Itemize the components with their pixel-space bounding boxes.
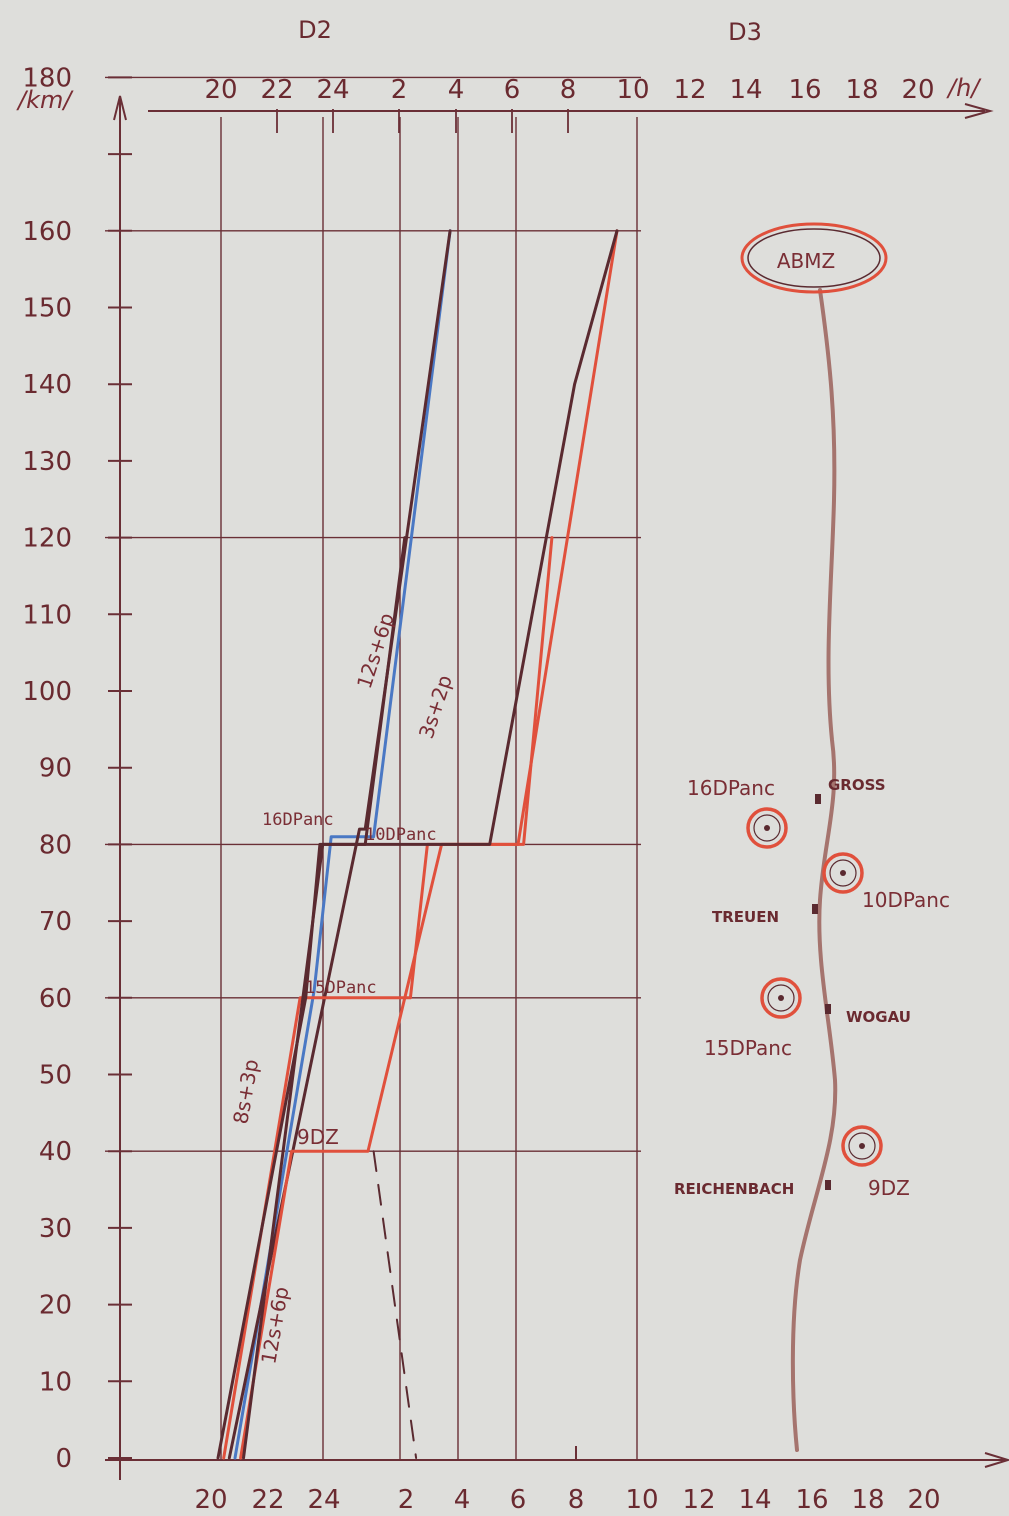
top-x-tick-label: 4 — [448, 75, 465, 105]
series-line-3 — [222, 536, 554, 1460]
bottom-x-tick-label: 14 — [738, 1485, 771, 1515]
top-x-tick-label: 20 — [901, 75, 934, 105]
unit-marker-dot — [859, 1143, 865, 1149]
bottom-x-tick-label: 20 — [907, 1485, 940, 1515]
series-line-5 — [239, 229, 619, 1460]
unit-label: 15DPanc — [704, 1036, 792, 1060]
map-panel: ABMZ 16DPanc 10DPanc 15DPanc 9DZ GROSS TREUEN W… — [674, 222, 950, 1452]
unit-marker-dot — [764, 825, 770, 831]
unit-label: 10DPanc — [862, 888, 950, 912]
annotation-10dpanc: 10DPanc — [365, 825, 437, 845]
series-line-2 — [227, 229, 452, 1460]
unit-label: 9DZ — [868, 1176, 910, 1200]
place-marker — [815, 794, 821, 804]
place-marker — [825, 1004, 831, 1014]
y-tick-label: 60 — [39, 984, 72, 1014]
y-axis-arrow — [113, 95, 127, 121]
unit-marker — [760, 977, 802, 1019]
unit-marker-dot — [778, 995, 784, 1001]
top-x-tick-label: 18 — [845, 75, 878, 105]
bottom-x-tick-label: 20 — [194, 1485, 227, 1515]
series-lines — [216, 229, 619, 1460]
bottom-x-tick-label: 10 — [625, 1485, 658, 1515]
y-tick-label: 140 — [22, 370, 72, 400]
y-tick-label: 150 — [22, 294, 72, 324]
top-x-tick-label: 24 — [316, 75, 349, 105]
annotations: 16DPanc10DPanc15DPanc9DZ12s+6p3s+2p8s+3p… — [228, 610, 457, 1366]
bottom-x-tick-label: 4 — [454, 1485, 471, 1515]
objective-label: ABMZ — [777, 249, 835, 273]
objective-ellipse-inner — [747, 228, 881, 288]
top-x-tick-label: 16 — [788, 75, 821, 105]
y-tick-label: 10 — [39, 1367, 72, 1397]
y-tick-label: 180 — [22, 63, 72, 93]
top-x-tick-label: 10 — [616, 75, 649, 105]
place-label: WOGAU — [846, 1008, 911, 1026]
y-tick-label: 70 — [39, 907, 72, 937]
top-x-tick-label: 6 — [504, 75, 521, 105]
objective-ellipse — [740, 222, 888, 294]
y-tick-label: 130 — [22, 447, 72, 477]
y-axis-label: /km/ — [16, 86, 74, 114]
bottom-x-tick-label: 2 — [398, 1485, 415, 1515]
y-tick-label: 120 — [22, 524, 72, 554]
y-tick-label: 100 — [22, 677, 72, 707]
grid-lines — [105, 76, 641, 1460]
axes: 0 10 20 30 40 50 60 70 80 90 100 110 120 130 140 150 160… — [16, 16, 1009, 1515]
unit-marker-dot — [840, 870, 846, 876]
series-line-7 — [372, 1150, 418, 1459]
top-x-tick-label: 14 — [729, 75, 762, 105]
y-tick-label: 30 — [39, 1214, 72, 1244]
top-x-axis-arrow — [964, 103, 994, 119]
x-axis-label: /h/ — [946, 74, 982, 102]
annotation-3s2p: 3s+2p — [414, 672, 457, 742]
bottom-x-tick-label: 16 — [795, 1485, 828, 1515]
annotation-9dz: 9DZ — [297, 1125, 339, 1149]
place-label: TREUEN — [712, 908, 779, 926]
bottom-x-tick-label: 24 — [307, 1485, 340, 1515]
bottom-x-tick-label: 8 — [568, 1485, 585, 1515]
y-tick-label: 110 — [22, 600, 72, 630]
bottom-x-tick-label: 18 — [851, 1485, 884, 1515]
bottom-x-tick-label: 6 — [510, 1485, 527, 1515]
series-line-1 — [233, 229, 452, 1460]
bottom-x-tick-label: 22 — [251, 1485, 284, 1515]
y-tick-label: 50 — [39, 1061, 72, 1091]
series-line-6 — [242, 229, 619, 1460]
unit-marker — [841, 1125, 883, 1167]
annotation-15dpanc: 15DPanc — [305, 978, 377, 998]
annotation-16dpanc: 16DPanc — [262, 810, 334, 830]
y-tick-label: 20 — [39, 1291, 72, 1321]
place-label: REICHENBACH — [674, 1180, 794, 1198]
unit-marker-inner — [829, 859, 857, 887]
unit-marker-inner — [753, 814, 781, 842]
y-tick-label: 0 — [55, 1444, 72, 1474]
y-tick-label: 80 — [39, 830, 72, 860]
place-label: GROSS — [828, 776, 886, 794]
unit-marker-inner — [848, 1132, 876, 1160]
bottom-x-axis-arrow — [984, 1452, 1009, 1468]
top-x-tick-label: 22 — [260, 75, 293, 105]
top-x-tick-label: 12 — [673, 75, 706, 105]
route-line — [790, 288, 838, 1452]
unit-label: 16DPanc — [687, 776, 775, 800]
unit-marker-inner — [767, 984, 795, 1012]
bottom-x-tick-label: 12 — [682, 1485, 715, 1515]
place-marker — [825, 1180, 831, 1190]
place-marker — [812, 904, 818, 914]
annotation-8s3p: 8s+3p — [228, 1057, 263, 1126]
top-x-tick-label: 8 — [560, 75, 577, 105]
day-label-d2: D2 — [298, 16, 332, 44]
day-label-d3: D3 — [728, 18, 762, 46]
unit-marker — [746, 807, 788, 849]
series-line-4 — [216, 536, 407, 1460]
top-x-tick-label: 20 — [204, 75, 237, 105]
unit-marker — [822, 852, 864, 894]
y-tick-label: 160 — [22, 217, 72, 247]
y-tick-label: 90 — [39, 754, 72, 784]
y-tick-label: 40 — [39, 1137, 72, 1167]
top-x-tick-label: 2 — [391, 75, 408, 105]
